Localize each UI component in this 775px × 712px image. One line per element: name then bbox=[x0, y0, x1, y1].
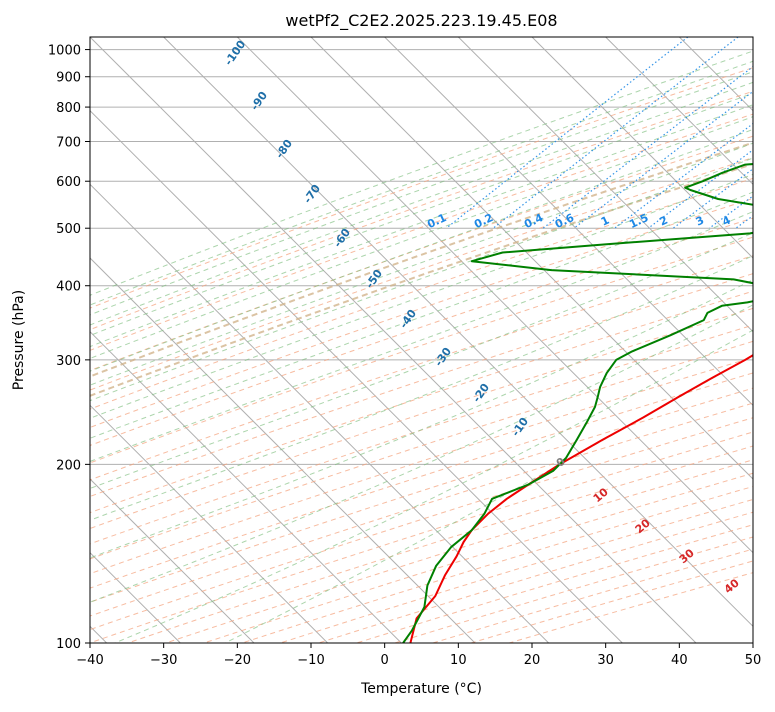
x-tick-label: 0 bbox=[381, 653, 389, 668]
x-tick-label: 50 bbox=[745, 653, 762, 668]
y-tick-label: 600 bbox=[56, 175, 81, 190]
y-tick-label: 700 bbox=[56, 135, 81, 150]
chart-title: wetPf2_C2E2.2025.223.19.45.E08 bbox=[285, 11, 557, 31]
x-tick-label: 10 bbox=[450, 653, 467, 668]
y-tick-label: 100 bbox=[56, 637, 81, 652]
y-tick-label: 1000 bbox=[48, 44, 81, 59]
y-tick-label: 400 bbox=[56, 280, 81, 295]
y-tick-label: 500 bbox=[56, 222, 81, 237]
y-tick-label: 300 bbox=[56, 354, 81, 369]
x-tick-label: 30 bbox=[597, 653, 614, 668]
x-tick-label: 40 bbox=[671, 653, 688, 668]
y-tick-label: 900 bbox=[56, 71, 81, 86]
x-tick-label: −10 bbox=[297, 653, 324, 668]
x-tick-label: −20 bbox=[224, 653, 251, 668]
x-tick-label: 20 bbox=[524, 653, 541, 668]
x-tick-label: −40 bbox=[76, 653, 103, 668]
y-axis-label: Pressure (hPa) bbox=[11, 290, 27, 390]
x-tick-label: −30 bbox=[150, 653, 177, 668]
y-tick-label: 800 bbox=[56, 101, 81, 116]
y-tick-label: 200 bbox=[56, 458, 81, 473]
x-axis-label: Temperature (°C) bbox=[360, 681, 482, 697]
